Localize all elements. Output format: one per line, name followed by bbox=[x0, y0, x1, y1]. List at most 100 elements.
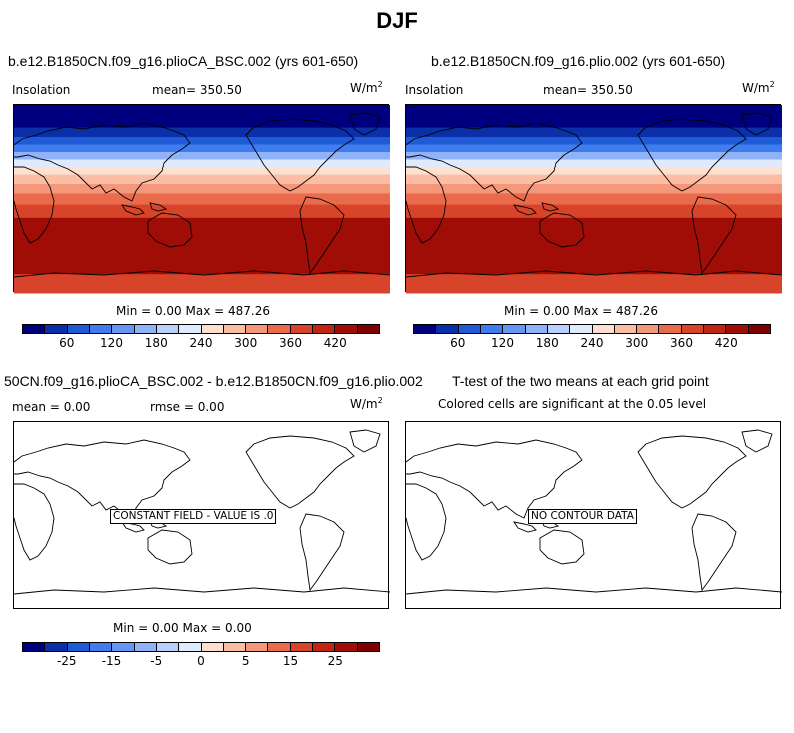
cbt2-label-3: 240 bbox=[580, 336, 604, 350]
panel1-band-9 bbox=[14, 193, 390, 206]
cbt3-label-2: -5 bbox=[150, 654, 163, 668]
panel2-coastline-3 bbox=[513, 204, 537, 216]
panel1-band-8 bbox=[14, 184, 390, 194]
cb3-swatch-12 bbox=[290, 643, 314, 651]
panel4-coastline-5 bbox=[637, 435, 747, 509]
panel3-coastline-6 bbox=[349, 429, 381, 453]
panel4-annotation: NO CONTOUR DATA bbox=[528, 509, 637, 524]
panel1-coastline-3 bbox=[121, 204, 145, 216]
cbt1-label-3: 240 bbox=[189, 336, 213, 350]
panel1-mean-label: mean= 350.50 bbox=[152, 83, 242, 97]
cb1-swatch-0 bbox=[23, 325, 46, 333]
cbt2-label-4: 300 bbox=[625, 336, 649, 350]
panel2-band-7 bbox=[406, 174, 782, 185]
cb3-swatch-0 bbox=[23, 643, 46, 651]
cb1-swatch-15 bbox=[357, 325, 379, 333]
panel4-map bbox=[405, 421, 783, 609]
panel1-coastline-4 bbox=[149, 202, 168, 212]
cb1-swatch-12 bbox=[290, 325, 314, 333]
cbt3-label-0: -25 bbox=[56, 654, 77, 668]
panel3-coastline-8 bbox=[13, 587, 391, 595]
panel3-colorbar bbox=[22, 642, 380, 652]
panel2-coastline-5 bbox=[637, 118, 747, 192]
panel4-coastline-6 bbox=[741, 429, 773, 453]
panel1-band-11 bbox=[14, 217, 390, 275]
cb1-swatch-10 bbox=[246, 325, 269, 333]
panel3-units: W/m2 bbox=[350, 396, 383, 411]
panel1-band-1 bbox=[14, 127, 390, 138]
panel2-coastline-8 bbox=[405, 270, 783, 278]
cbt1-label-5: 360 bbox=[279, 336, 302, 350]
panel3-rmse-label: rmse = 0.00 bbox=[150, 400, 225, 414]
panel2-band-6 bbox=[406, 167, 782, 175]
panel1-map bbox=[13, 104, 391, 294]
panel1-band-12 bbox=[14, 274, 390, 294]
panel2-units: W/m2 bbox=[742, 80, 775, 95]
cbt1-label-2: 180 bbox=[144, 336, 168, 350]
cbt3-label-1: -15 bbox=[101, 654, 122, 668]
panel1-band-0 bbox=[14, 105, 390, 129]
cbt3-label-6: 25 bbox=[327, 654, 343, 668]
panel3-mean-label: mean = 0.00 bbox=[12, 400, 91, 414]
panel3-coastline-5 bbox=[245, 435, 355, 509]
cb1-swatch-11 bbox=[268, 325, 291, 333]
cb2-swatch-0 bbox=[414, 325, 437, 333]
panel2-mean-label: mean= 350.50 bbox=[543, 83, 633, 97]
cb3-swatch-9 bbox=[223, 643, 247, 651]
panel3-coastline-3 bbox=[121, 521, 145, 533]
cb3-swatch-13 bbox=[313, 643, 336, 651]
cbt1-label-6: 420 bbox=[323, 336, 347, 350]
panel3-coastline-1 bbox=[13, 483, 55, 561]
figure-title: DJF bbox=[376, 8, 418, 33]
panel3-annotation: CONSTANT FIELD - VALUE IS .0 bbox=[110, 509, 277, 524]
panel3-stats: Min = 0.00 Max = 0.00 bbox=[113, 621, 252, 635]
cbt1-label-0: 60 bbox=[59, 336, 75, 350]
cb2-swatch-4 bbox=[503, 325, 526, 333]
cb3-swatch-14 bbox=[335, 643, 358, 651]
cb2-swatch-15 bbox=[748, 325, 770, 333]
cb3-swatch-2 bbox=[67, 643, 90, 651]
cbt2-label-2: 180 bbox=[535, 336, 559, 350]
panel2-stats: Min = 0.00 Max = 487.26 bbox=[504, 304, 658, 318]
cb1-swatch-2 bbox=[67, 325, 90, 333]
panel1-coastline-5 bbox=[245, 118, 355, 192]
cb3-swatch-5 bbox=[134, 643, 157, 651]
panel3-plot bbox=[13, 429, 391, 595]
panel2-band-4 bbox=[406, 152, 782, 160]
cb1-swatch-14 bbox=[335, 325, 358, 333]
cb2-swatch-1 bbox=[436, 325, 459, 333]
panel1-stats: Min = 0.00 Max = 487.26 bbox=[116, 304, 270, 318]
panel1-colorbar bbox=[22, 324, 380, 334]
panel2-band-8 bbox=[406, 184, 782, 194]
cbt3-label-3: 0 bbox=[197, 654, 205, 668]
panel1-coastline-6 bbox=[349, 112, 381, 136]
panel2-band-9 bbox=[406, 193, 782, 206]
panel1-coastline-8 bbox=[13, 270, 391, 278]
panel2-band-10 bbox=[406, 204, 782, 219]
panel3-map bbox=[13, 421, 391, 609]
panel1-units: W/m2 bbox=[350, 80, 383, 95]
panel4-coastline-0 bbox=[405, 439, 583, 519]
cbt2-label-1: 120 bbox=[491, 336, 514, 350]
panel2-band-12 bbox=[406, 274, 782, 294]
cb3-swatch-11 bbox=[268, 643, 291, 651]
cb2-swatch-13 bbox=[704, 325, 727, 333]
panel2-title: b.e12.B1850CN.f09_g16.plio.002 (yrs 601-… bbox=[431, 53, 726, 69]
cb3-swatch-6 bbox=[156, 643, 180, 651]
cb1-swatch-7 bbox=[179, 325, 202, 333]
panel2-coastline-4 bbox=[541, 202, 560, 212]
cbt3-label-5: 15 bbox=[282, 654, 299, 668]
cb2-swatch-3 bbox=[480, 325, 504, 333]
panel2-band-0 bbox=[406, 105, 782, 129]
panel1-coastline-0 bbox=[13, 122, 191, 202]
panel2-colorbar bbox=[413, 324, 771, 334]
cb2-swatch-11 bbox=[659, 325, 682, 333]
cb2-swatch-6 bbox=[547, 325, 571, 333]
panel2-map bbox=[405, 104, 783, 294]
cb1-swatch-13 bbox=[313, 325, 336, 333]
panel2-coastline-7 bbox=[691, 196, 737, 275]
cb3-swatch-3 bbox=[89, 643, 113, 651]
panel3-coastline-7 bbox=[299, 513, 345, 592]
cbt3-label-4: 5 bbox=[241, 654, 250, 668]
panel4-title: T-test of the two means at each grid poi… bbox=[452, 373, 709, 389]
